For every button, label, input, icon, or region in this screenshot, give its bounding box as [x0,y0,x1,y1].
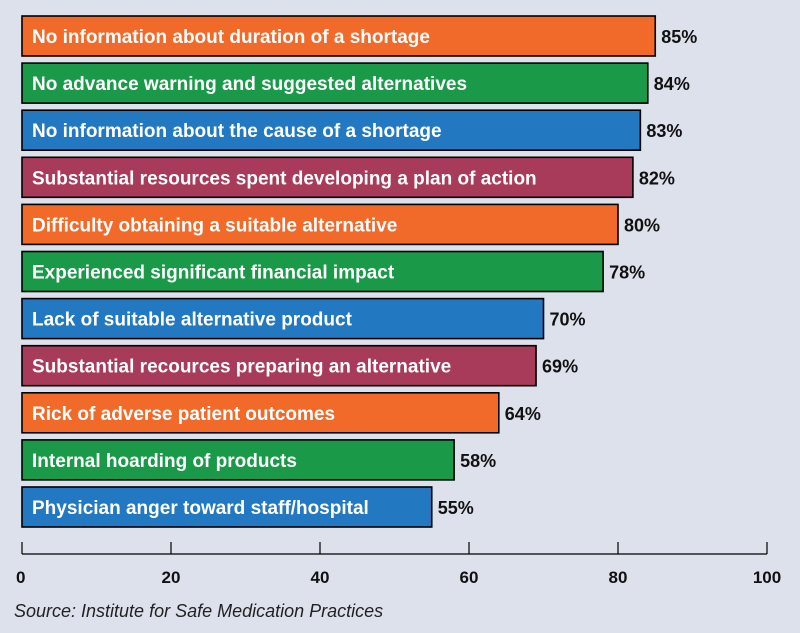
category-label: No advance warning and suggested alterna… [32,74,467,95]
bar [21,297,545,340]
value-label: 64% [505,404,541,424]
bar [21,203,619,246]
bar-group: No information about duration of a short… [21,15,697,57]
x-tick-label: 80 [609,568,628,587]
x-tick-label: 40 [311,568,330,587]
value-label: 78% [609,263,645,283]
x-tick-label: 60 [460,568,479,587]
bar-group: Substantial recources preparing an alter… [21,344,578,387]
value-label: 82% [639,168,675,188]
category-label: Substantial recources preparing an alter… [32,357,451,378]
bar-group: Lack of suitable alternative product 70% [21,297,586,340]
bar [21,62,649,104]
bar-group: Experienced significant financial impact… [21,250,645,293]
category-label: Substantial resources spent developing a… [32,168,537,189]
category-label: No information about the cause of a shor… [32,121,442,142]
bar-group: Difficulty obtaining a suitable alternat… [21,203,660,246]
bar-group: Internal hoarding of products 58% [21,439,496,481]
category-label: No information about duration of a short… [32,27,430,48]
category-label: Internal hoarding of products [32,451,297,472]
x-tick-label: 0 [16,568,25,587]
category-label: Lack of suitable alternative product [32,310,353,331]
bar-group: No advance warning and suggested alterna… [21,62,690,104]
bar-group: Substantial resources spent developing a… [21,156,675,199]
bars-group: No information about duration of a short… [21,15,697,528]
value-label: 80% [624,215,660,235]
bar-group: Rick of adverse patient outcomes 64% [21,391,541,434]
category-label: Experienced significant financial impact [32,263,395,284]
category-label: Physician anger toward staff/hospital [32,498,369,519]
category-label: Difficulty obtaining a suitable alternat… [32,215,397,236]
bar [21,250,604,293]
value-label: 84% [654,74,690,94]
bar [21,439,455,481]
bar [21,486,433,528]
x-tick-label: 100 [753,568,781,587]
bar [21,109,642,151]
bar [21,344,537,387]
bar [21,391,500,434]
value-label: 58% [460,451,496,471]
value-label: 83% [646,121,682,141]
bar [21,15,657,57]
bar-group: Physician anger toward staff/hospital 55% [21,486,474,528]
value-label: 70% [550,310,586,330]
source-note: Source: Institute for Safe Medication Pr… [14,601,384,621]
bar [21,156,634,199]
x-axis: 0 20 40 60 80 100 [16,542,781,587]
bar-group: No information about the cause of a shor… [21,109,682,151]
value-label: 85% [661,27,697,47]
category-label: Rick of adverse patient outcomes [32,404,335,425]
x-tick-label: 20 [162,568,181,587]
value-label: 69% [542,357,578,377]
value-label: 55% [438,498,474,518]
